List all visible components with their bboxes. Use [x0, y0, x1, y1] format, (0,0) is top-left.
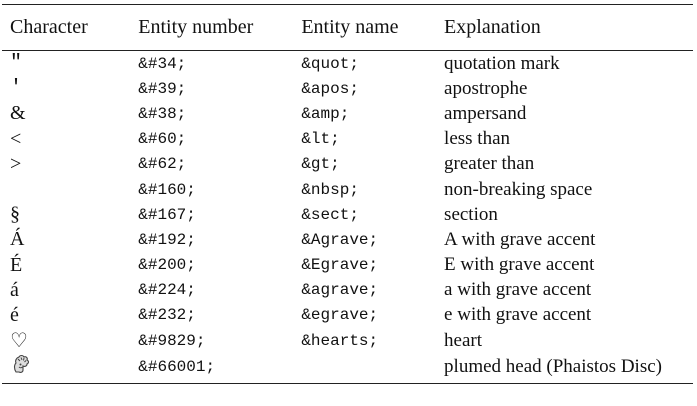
- table-header-row: Character Entity number Entity name Expl…: [2, 5, 693, 48]
- table-row: > &#62; &gt; greater than: [2, 152, 693, 177]
- cell-entity-number: &#232;: [138, 306, 196, 325]
- cell-character: ': [10, 77, 23, 101]
- cell-entity-number: &#66001;: [138, 358, 216, 377]
- table-row: ' &#39; &apos; apostrophe: [2, 76, 693, 101]
- table-row: É &#200; &Egrave; E with grave accent: [2, 253, 693, 278]
- cell-explanation: quotation mark: [444, 52, 560, 74]
- table-row: & &#38; &amp; ampersand: [2, 101, 693, 126]
- cell-explanation: section: [444, 203, 498, 225]
- cell-character: §: [10, 203, 20, 226]
- table-row: Á &#192; &Agrave; A with grave accent: [2, 227, 693, 252]
- cell-entity-number: &#9829;: [138, 331, 206, 350]
- cell-explanation: heart: [444, 329, 483, 351]
- cell-character: ": [10, 52, 23, 76]
- cell-entity-name: &hearts;: [301, 331, 379, 350]
- header-explanation: Explanation: [444, 15, 541, 38]
- cell-character: á: [10, 278, 19, 301]
- cell-character: >: [10, 152, 22, 175]
- cell-entity-number: &#192;: [138, 230, 196, 249]
- header-entity-number: Entity number: [138, 15, 254, 38]
- table-header-rule: [2, 50, 693, 51]
- cell-explanation: plumed head (Phaistos Disc): [444, 356, 662, 378]
- cell-explanation: greater than: [444, 153, 535, 175]
- cell-character: É: [10, 253, 23, 276]
- cell-entity-number: &#167;: [138, 205, 196, 224]
- cell-entity-name: &Egrave;: [301, 256, 379, 275]
- cell-entity-name: &apos;: [301, 79, 359, 98]
- cell-entity-number: &#39;: [138, 79, 187, 98]
- table-row: é &#232; &egrave; e with grave accent: [2, 303, 693, 328]
- cell-entity-number: &#62;: [138, 155, 187, 174]
- cell-entity-number: &#160;: [138, 180, 196, 199]
- cell-entity-number: &#38;: [138, 104, 187, 123]
- header-character: Character: [10, 15, 88, 38]
- cell-entity-number: &#200;: [138, 256, 196, 275]
- cell-entity-name: &nbsp;: [301, 180, 359, 199]
- cell-entity-number: &#34;: [138, 54, 187, 73]
- table-row: ♡ &#9829; &hearts; heart: [2, 328, 693, 353]
- cell-explanation: ampersand: [444, 102, 527, 124]
- cell-entity-name: &quot;: [301, 54, 359, 73]
- table-row: < &#60; &lt; less than: [2, 127, 693, 152]
- cell-character: &: [10, 102, 26, 125]
- cell-character: <: [10, 127, 22, 150]
- entity-table: Character Entity number Entity name Expl…: [2, 5, 693, 381]
- table-row: § &#167; &sect; section: [2, 202, 693, 227]
- cell-entity-name: &gt;: [301, 155, 340, 174]
- cell-entity-number: &#60;: [138, 130, 187, 149]
- cell-explanation: non-breaking space: [444, 178, 593, 200]
- cell-entity-name: &Agrave;: [301, 230, 379, 249]
- plumed-head-glyph-icon: [10, 353, 32, 381]
- table-row: " &#34; &quot; quotation mark: [2, 51, 693, 76]
- cell-character: ♡: [10, 330, 28, 353]
- table-bottom-rule: [2, 383, 693, 385]
- cell-explanation: A with grave accent: [444, 228, 596, 250]
- table-row: á &#224; &agrave; a with grave accent: [2, 278, 693, 303]
- cell-explanation: a with grave accent: [444, 279, 592, 301]
- cell-character: é: [10, 303, 19, 326]
- table-top-rule: [2, 4, 693, 5]
- table-row: &#66001; plumed head (Phaistos Disc): [2, 353, 693, 381]
- cell-character: Á: [10, 228, 25, 251]
- entity-table-container: Character Entity number Entity name Expl…: [2, 4, 693, 385]
- cell-character: [2, 353, 138, 381]
- cell-entity-name: &sect;: [301, 205, 359, 224]
- cell-entity-name: &amp;: [301, 104, 350, 123]
- cell-explanation: less than: [444, 128, 511, 150]
- cell-entity-name: [301, 353, 444, 381]
- cell-explanation: E with grave accent: [444, 254, 595, 276]
- header-entity-name: Entity name: [301, 15, 399, 38]
- table-row: &#160; &nbsp; non-breaking space: [2, 177, 693, 202]
- cell-entity-number: &#224;: [138, 281, 196, 300]
- cell-entity-name: &agrave;: [301, 281, 379, 300]
- cell-entity-name: &egrave;: [301, 306, 379, 325]
- cell-explanation: e with grave accent: [444, 304, 592, 326]
- cell-explanation: apostrophe: [444, 77, 528, 99]
- cell-entity-name: &lt;: [301, 130, 340, 149]
- cell-character: [2, 177, 138, 202]
